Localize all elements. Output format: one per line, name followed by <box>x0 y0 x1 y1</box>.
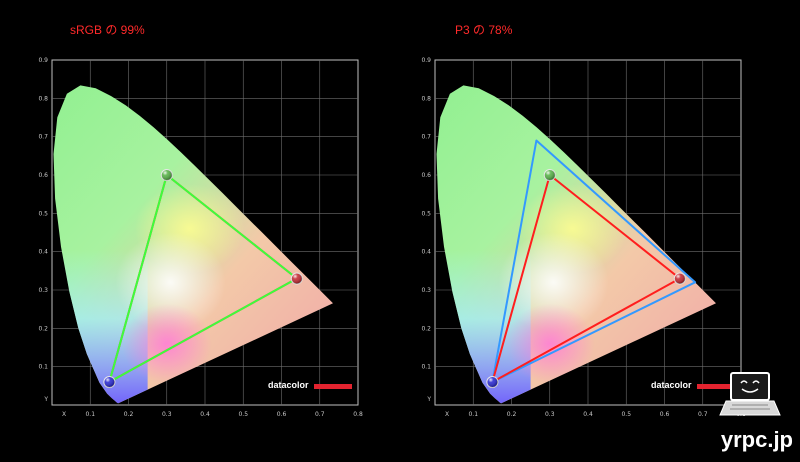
x-tick-label: 0.4 <box>200 411 210 418</box>
watermark-text: yrpc.jp <box>721 427 793 452</box>
y-tick-label: 0.3 <box>38 287 48 294</box>
chart-title: P3 の 78% <box>455 23 513 37</box>
primary-marker-shine <box>544 169 556 181</box>
y-tick-label: Y <box>43 396 48 403</box>
y-tick-label: 0.2 <box>421 325 431 332</box>
primary-marker-shine <box>486 376 498 388</box>
gamut-triangle <box>491 174 681 383</box>
y-tick-label: 0.2 <box>38 325 48 332</box>
brand-logo-bar <box>314 384 352 389</box>
y-tick-label: 0.6 <box>38 172 48 179</box>
watermark: yrpc.jp <box>719 372 793 452</box>
primary-marker-shine <box>103 376 115 388</box>
x-tick-label: 0.7 <box>698 411 708 418</box>
x-tick-label: 0.5 <box>621 411 631 418</box>
x-tick-label: 0.6 <box>277 411 287 418</box>
y-tick-label: 0.5 <box>38 210 48 217</box>
y-tick-label: 0.4 <box>38 249 48 256</box>
chart-srgb: sRGB の 99% X 0.1 0.2 0.3 0.4 0.5 0.6 0.7 0.8 Y 0.1 0… <box>38 23 362 418</box>
primary-marker-shine <box>161 169 173 181</box>
x-tick-label: 0.1 <box>85 411 95 418</box>
y-tick-label: 0.4 <box>421 249 431 256</box>
brand-logo-bar <box>697 384 735 389</box>
x-tick-label: 0.2 <box>124 411 134 418</box>
y-tick-label: 0.1 <box>38 364 48 371</box>
x-tick-label: X <box>62 411 66 418</box>
x-tick-label: 0.4 <box>583 411 593 418</box>
x-tick-label: 0.1 <box>468 411 478 418</box>
x-tick-label: 0.3 <box>162 411 172 418</box>
primary-marker-shine <box>674 273 686 284</box>
y-tick-label: 0.9 <box>421 57 431 64</box>
x-tick-label: 0.7 <box>315 411 325 418</box>
primary-marker-shine <box>291 273 303 284</box>
y-tick-label: 0.1 <box>421 364 431 371</box>
x-tick-label: 0.8 <box>353 411 363 418</box>
y-tick-label: 0.7 <box>421 134 431 141</box>
y-tick-label: 0.8 <box>421 95 431 102</box>
x-tick-label: X <box>445 411 449 418</box>
x-tick-label: 0.3 <box>545 411 555 418</box>
y-tick-label: 0.7 <box>38 134 48 141</box>
y-tick-label: 0.6 <box>421 172 431 179</box>
gamut-triangle <box>108 174 298 383</box>
gamut-triangle <box>491 139 697 383</box>
y-tick-label: Y <box>426 396 431 403</box>
x-tick-label: 0.6 <box>660 411 670 418</box>
y-tick-label: 0.8 <box>38 95 48 102</box>
y-tick-label: 0.3 <box>421 287 431 294</box>
y-tick-label: 0.5 <box>421 210 431 217</box>
x-tick-label: 0.5 <box>238 411 248 418</box>
brand-logo-text: datacolor <box>268 380 309 390</box>
chart-p3: P3 の 78% X 0.1 0.2 0.3 0.4 0.5 0.6 0.7 0.8 Y 0.1 0.2… <box>421 23 745 418</box>
laptop-face-icon <box>719 372 781 416</box>
x-tick-label: 0.2 <box>507 411 517 418</box>
y-tick-label: 0.9 <box>38 57 48 64</box>
chart-title: sRGB の 99% <box>70 23 145 37</box>
brand-logo-text: datacolor <box>651 380 692 390</box>
